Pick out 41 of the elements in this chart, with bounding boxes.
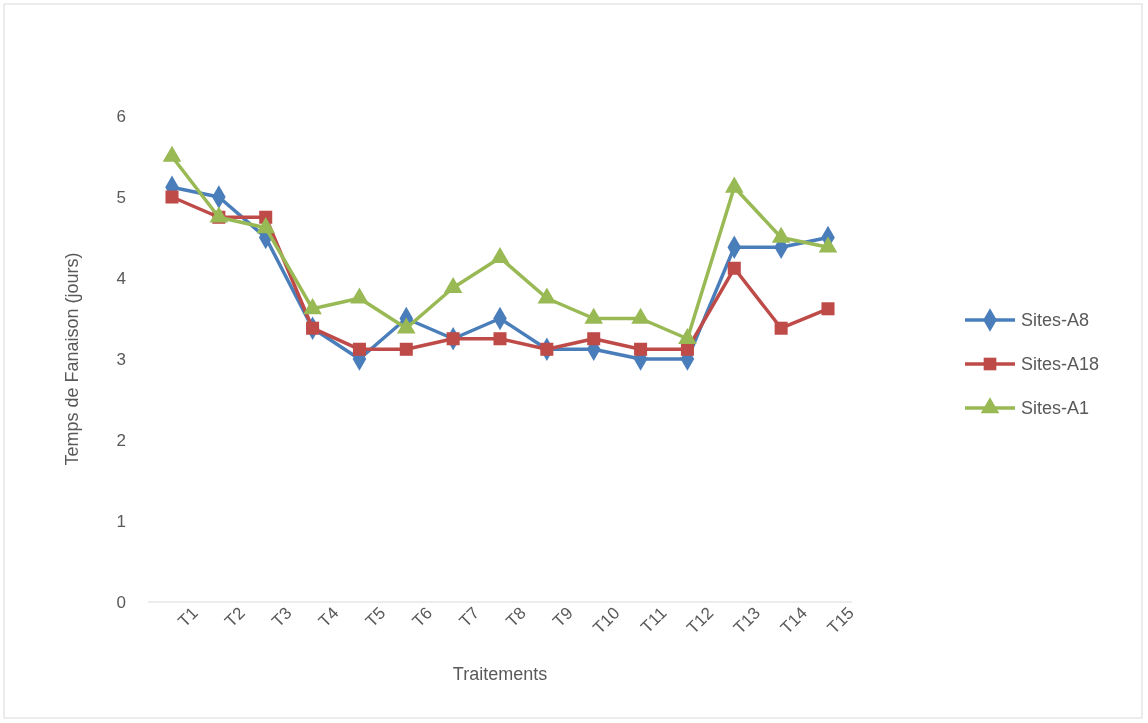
point — [493, 332, 507, 346]
point — [727, 261, 741, 275]
point — [821, 302, 835, 316]
point — [634, 342, 648, 356]
x-tick-label: T12 — [683, 603, 718, 638]
point — [165, 190, 179, 204]
x-tick-label: T5 — [361, 603, 390, 631]
y-tick-label: 6 — [116, 106, 126, 126]
point — [540, 342, 554, 356]
x-tick-label: T10 — [589, 603, 624, 638]
point — [680, 342, 694, 356]
y-tick-label: 4 — [116, 268, 126, 288]
x-tick-label: T15 — [823, 603, 858, 638]
x-tick-label: T14 — [776, 603, 811, 638]
point — [774, 321, 788, 335]
x-tick-label: T13 — [729, 603, 765, 638]
y-tick-label: 1 — [116, 511, 126, 531]
x-tick-label: T1 — [174, 603, 202, 631]
point — [587, 332, 601, 346]
y-axis-title: Temps de Fanaison (jours) — [62, 252, 82, 466]
x-axis-title: Traitements — [452, 664, 548, 684]
x-tick-label: T6 — [408, 603, 437, 631]
point — [446, 332, 460, 346]
point — [352, 342, 366, 356]
x-tick-label: T7 — [455, 603, 483, 631]
x-tick-label: T9 — [549, 603, 577, 631]
point — [490, 247, 510, 264]
x-tick-label: T11 — [637, 603, 671, 637]
y-tick-label: 5 — [116, 187, 126, 207]
x-tick-label: T4 — [314, 603, 343, 631]
point — [399, 342, 413, 356]
point — [256, 217, 276, 234]
y-tick-label: 0 — [116, 592, 126, 612]
legend-label: Sites-A8 — [1021, 310, 1090, 330]
legend-label: Sites-A1 — [1021, 398, 1090, 418]
legend-label: Sites-A18 — [1021, 354, 1100, 374]
x-tick-label: T2 — [221, 603, 249, 631]
x-tick-label: T8 — [502, 603, 530, 631]
x-tick-label: T3 — [268, 603, 296, 631]
y-tick-label: 3 — [116, 349, 126, 369]
y-tick-label: 2 — [116, 430, 126, 450]
